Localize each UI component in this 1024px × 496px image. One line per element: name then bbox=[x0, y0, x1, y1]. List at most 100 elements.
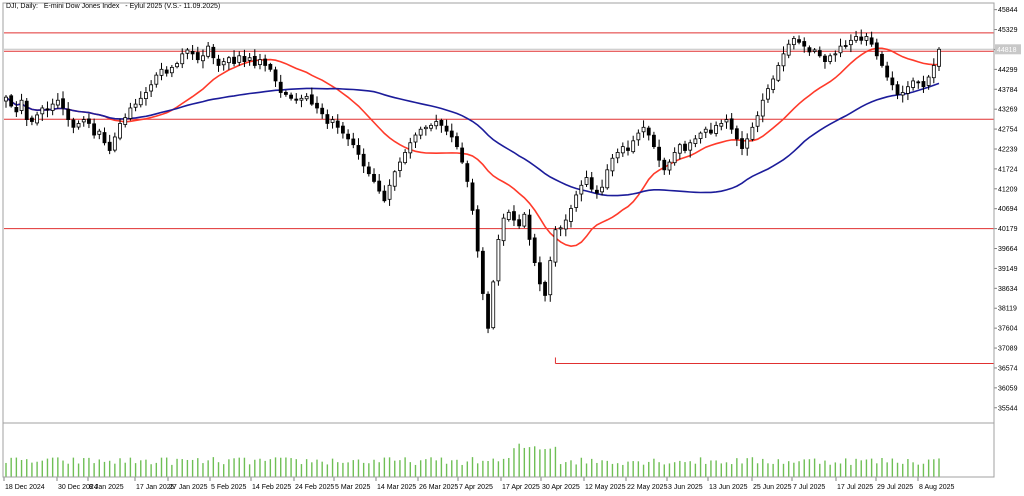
candle bbox=[460, 142, 465, 165]
date-tick-label: 14 Feb 2025 bbox=[252, 484, 291, 491]
price-tick-label: 39149 bbox=[998, 266, 1018, 273]
candle bbox=[885, 61, 890, 81]
date-tick-label: 14 Mar 2025 bbox=[377, 484, 416, 491]
price-tick-label: 36059 bbox=[998, 385, 1018, 392]
candle bbox=[605, 164, 610, 190]
date-tick-label: 27 Jan 2025 bbox=[169, 484, 208, 491]
candle bbox=[911, 77, 915, 91]
candle bbox=[833, 50, 838, 62]
candle bbox=[667, 159, 672, 175]
candle bbox=[372, 168, 376, 184]
candle bbox=[366, 161, 371, 177]
candle bbox=[159, 62, 164, 81]
candle bbox=[221, 57, 226, 71]
candle bbox=[92, 118, 97, 139]
candle bbox=[55, 93, 60, 109]
candle bbox=[869, 31, 874, 47]
candle bbox=[491, 279, 496, 330]
candle bbox=[175, 61, 179, 69]
candle bbox=[854, 30, 858, 43]
candle bbox=[755, 111, 760, 133]
ma-slow-line bbox=[5, 82, 940, 197]
candle bbox=[714, 121, 719, 137]
candle bbox=[449, 123, 454, 143]
price-tick-label: 45329 bbox=[998, 27, 1018, 34]
price-tick-label: 45844 bbox=[998, 7, 1018, 14]
candle bbox=[102, 127, 107, 146]
candle bbox=[403, 149, 408, 165]
candle bbox=[848, 34, 853, 53]
candle bbox=[709, 122, 713, 135]
candle bbox=[9, 94, 14, 108]
candle bbox=[247, 52, 252, 66]
candle bbox=[496, 234, 501, 286]
candle bbox=[895, 81, 900, 100]
candle bbox=[180, 48, 185, 69]
candle bbox=[278, 74, 283, 98]
candle bbox=[325, 109, 330, 129]
candle bbox=[71, 117, 76, 134]
candle bbox=[107, 134, 112, 155]
date-tick-label: 8 Aug 2025 bbox=[919, 484, 955, 491]
candle bbox=[874, 38, 879, 60]
date-tick-label: 5 Feb 2025 bbox=[211, 484, 247, 491]
candle bbox=[501, 213, 506, 246]
candle bbox=[299, 94, 304, 108]
candle bbox=[133, 98, 138, 112]
candle bbox=[398, 157, 402, 178]
candle bbox=[771, 75, 776, 94]
price-tick-label: 37089 bbox=[998, 346, 1018, 353]
candle bbox=[118, 118, 122, 141]
candle bbox=[439, 118, 444, 133]
candle bbox=[294, 93, 299, 104]
candle bbox=[382, 185, 387, 203]
candle bbox=[781, 46, 786, 72]
candle bbox=[626, 140, 630, 156]
candle bbox=[252, 49, 257, 69]
candle bbox=[351, 132, 356, 149]
candle bbox=[289, 92, 293, 101]
symbol-label: DJI, Daily: bbox=[6, 3, 38, 10]
candle bbox=[823, 53, 827, 69]
candle bbox=[123, 113, 128, 128]
candle bbox=[50, 98, 55, 116]
candle bbox=[543, 280, 547, 302]
price-tick-label: 39664 bbox=[998, 246, 1018, 253]
contract-label: - Eylul 2025 (V.S.- 11.09.2025) bbox=[125, 3, 221, 10]
candle bbox=[185, 47, 190, 60]
candle bbox=[30, 115, 34, 126]
candle bbox=[112, 132, 117, 153]
candle bbox=[688, 139, 693, 158]
date-tick-label: 5 Mar 2025 bbox=[335, 484, 371, 491]
candle bbox=[195, 46, 200, 64]
candle bbox=[315, 96, 319, 114]
candle bbox=[14, 101, 19, 118]
candle bbox=[144, 87, 148, 106]
candle bbox=[652, 131, 656, 149]
candle bbox=[937, 47, 941, 71]
candle bbox=[880, 51, 884, 68]
candle bbox=[662, 157, 667, 175]
candle bbox=[19, 93, 24, 115]
candle bbox=[776, 62, 781, 83]
candle bbox=[672, 147, 677, 166]
candle bbox=[149, 80, 154, 97]
candle bbox=[154, 72, 159, 88]
candle bbox=[698, 131, 703, 144]
chart-header: DJI, Daily: E-mini Dow Jones Index - Eyl… bbox=[6, 3, 224, 10]
date-tick-label: 30 Apr 2025 bbox=[542, 484, 580, 491]
date-tick-label: 22 May 2025 bbox=[627, 484, 668, 491]
candle bbox=[931, 58, 936, 84]
price-tick-label: 41209 bbox=[998, 186, 1018, 193]
candle bbox=[890, 71, 895, 91]
candle bbox=[330, 116, 335, 129]
candle bbox=[584, 170, 589, 187]
price-tick-label: 37604 bbox=[998, 326, 1018, 333]
date-tick-label: 25 Jun 2025 bbox=[753, 484, 792, 491]
candle bbox=[413, 132, 418, 148]
candle bbox=[926, 74, 931, 90]
date-tick-label: 18 Dec 2024 bbox=[5, 484, 45, 491]
moving-averages bbox=[5, 47, 940, 248]
candle bbox=[40, 105, 45, 122]
